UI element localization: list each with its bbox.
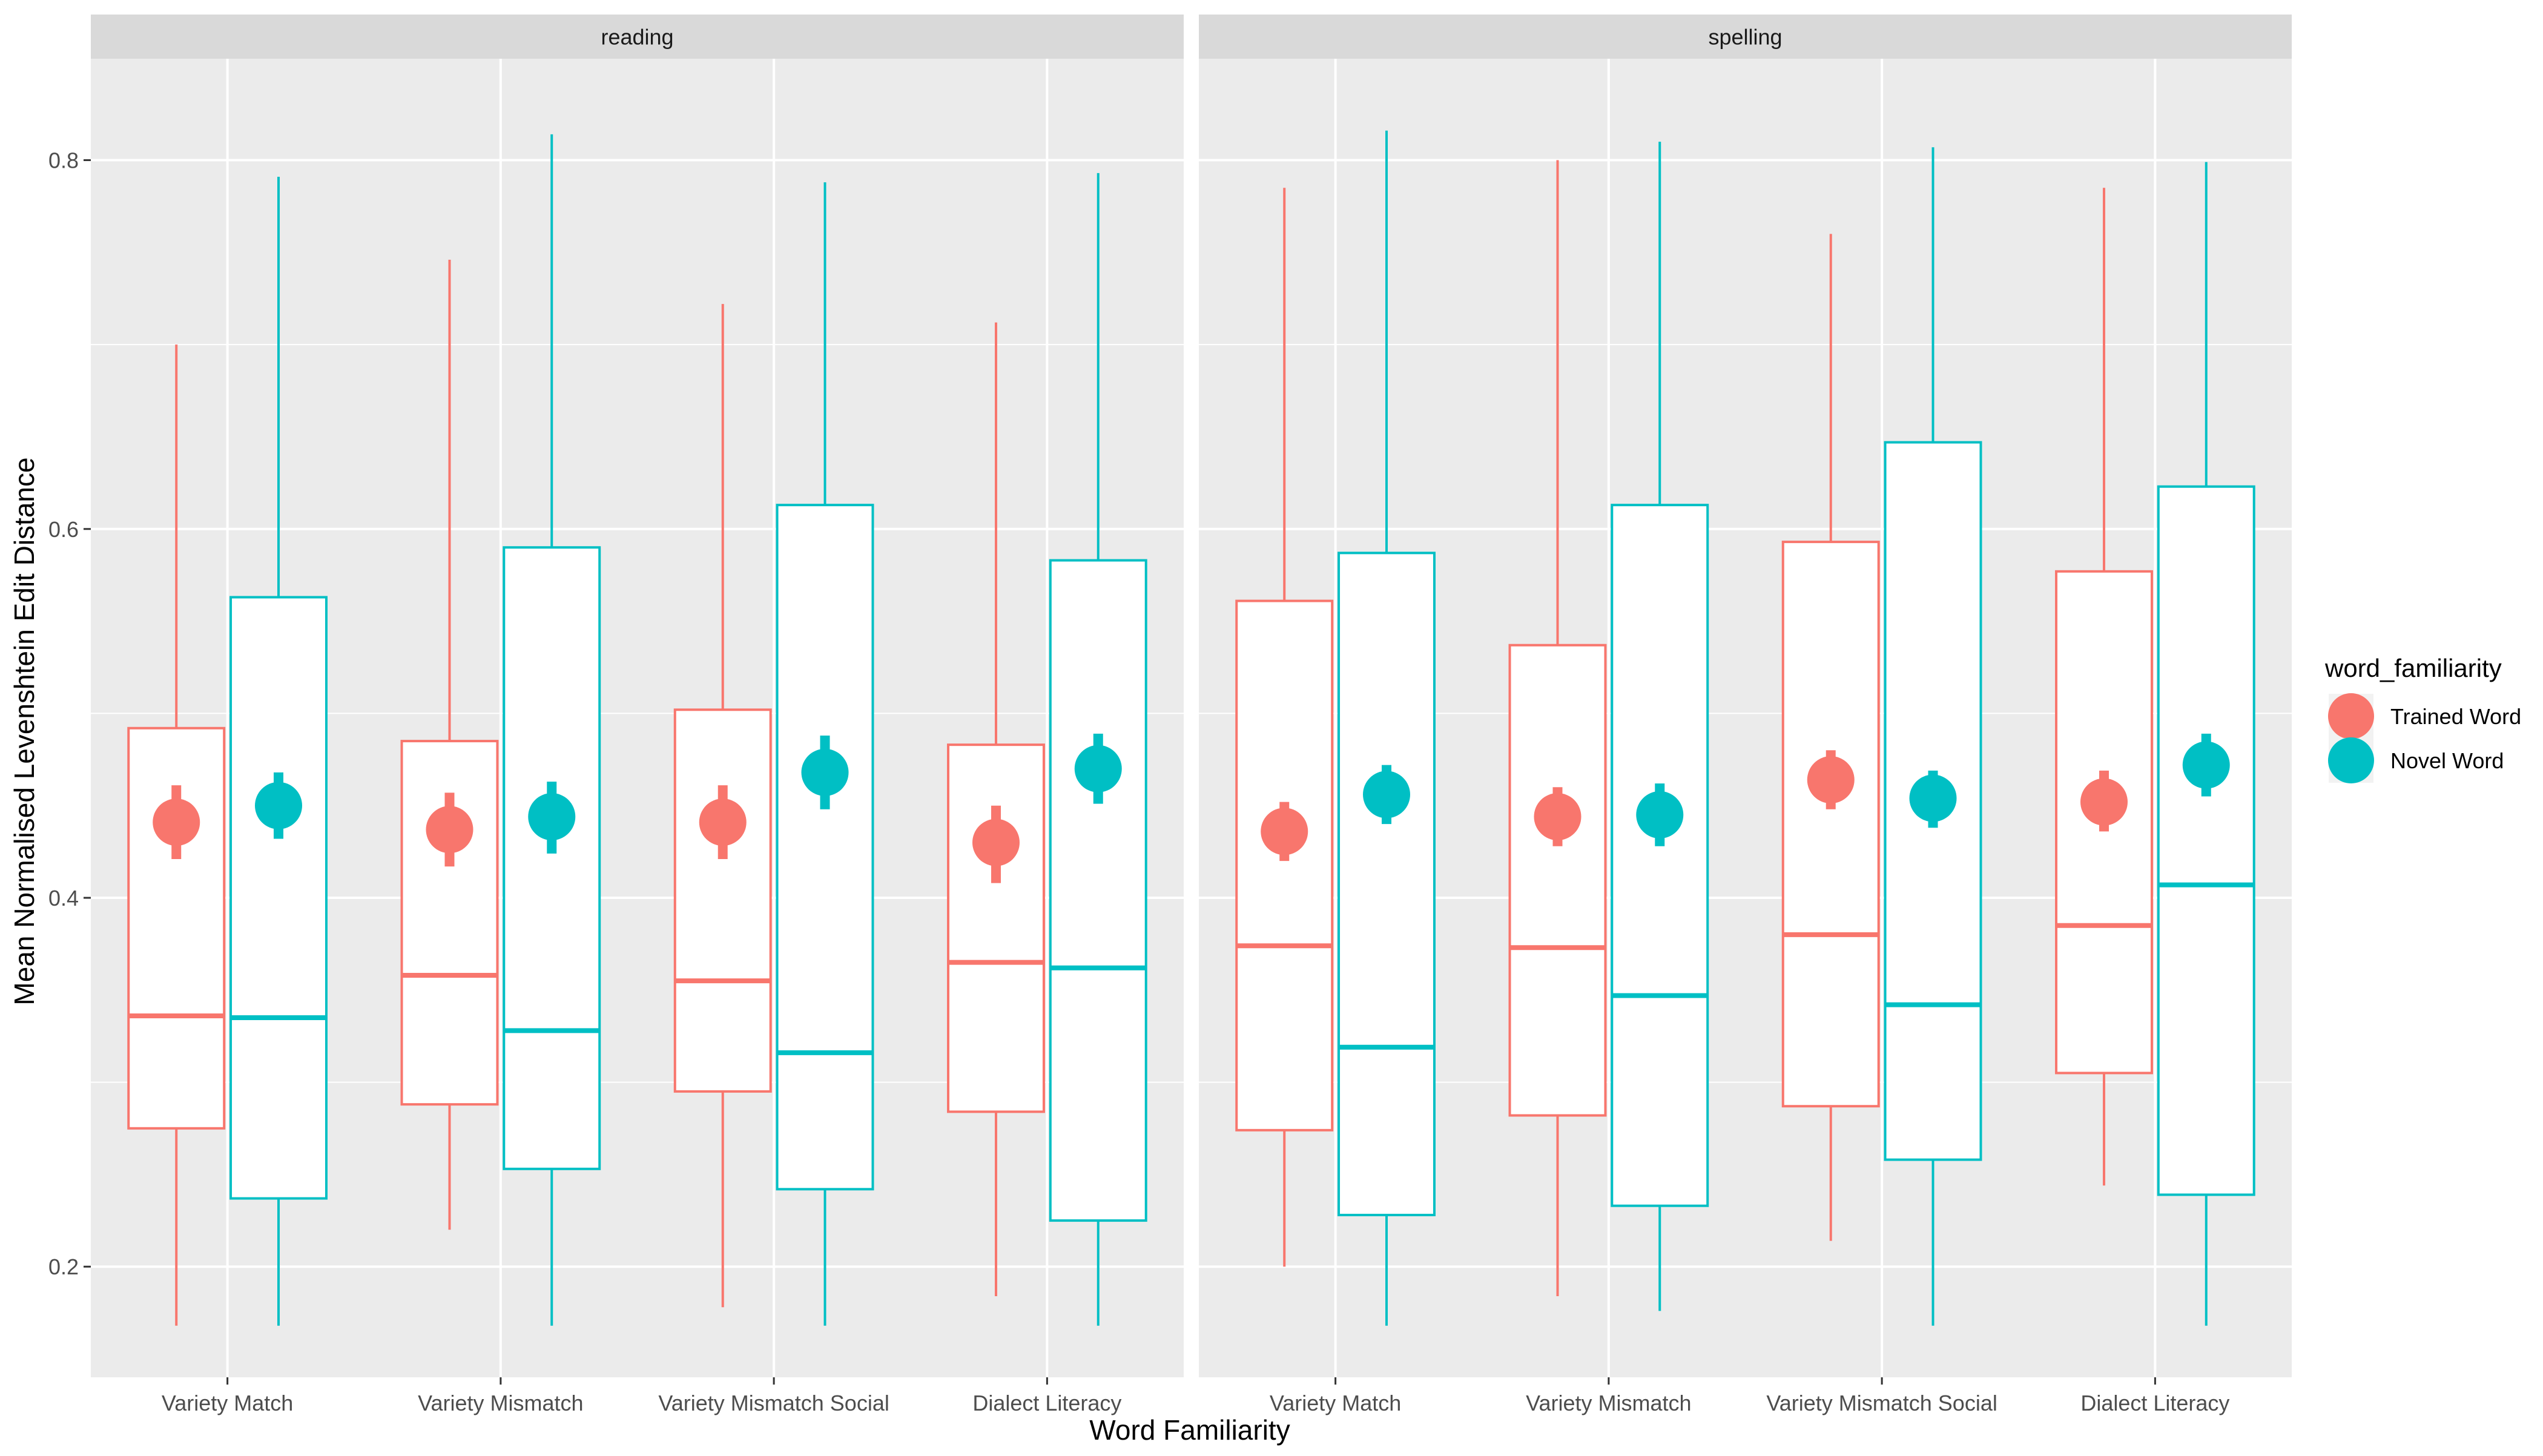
- legend-key-point: [2328, 737, 2374, 783]
- mean-point: [255, 782, 303, 829]
- mean-point-group: [255, 772, 303, 839]
- mean-point-group: [1909, 770, 1957, 828]
- mean-point: [699, 799, 747, 846]
- mean-point: [1807, 756, 1855, 804]
- box-novel-word: [503, 134, 601, 1326]
- mean-point: [1074, 745, 1122, 792]
- box-body: [229, 596, 328, 1200]
- facet-strip: [1199, 15, 2292, 59]
- box-body: [503, 546, 601, 1170]
- mean-point: [153, 799, 200, 846]
- box-body: [1337, 552, 1436, 1216]
- mean-point: [1363, 771, 1411, 819]
- mean-point-group: [699, 785, 747, 860]
- mean-point: [1261, 808, 1308, 855]
- mean-point-group: [1261, 802, 1308, 861]
- box-body: [776, 504, 874, 1191]
- legend-entry-label: Trained Word: [2390, 704, 2521, 729]
- y-tick-label: 0.2: [48, 1254, 79, 1279]
- x-tick-label: Dialect Literacy: [2080, 1391, 2229, 1415]
- mean-point: [1534, 792, 1582, 840]
- mean-point-group: [801, 735, 849, 809]
- y-axis-title: Mean Normalised Levenshtein Edit Distanc…: [8, 457, 40, 1005]
- box-body: [1049, 559, 1147, 1222]
- box-body: [1235, 599, 1334, 1132]
- legend-title: word_familiarity: [2324, 654, 2502, 682]
- box-body: [1611, 504, 1709, 1207]
- box-trained-word: [1508, 160, 1607, 1296]
- mean-point-group: [528, 782, 576, 854]
- box-novel-word: [776, 182, 874, 1326]
- mean-point-group: [2080, 770, 2128, 832]
- box-novel-word: [1049, 173, 1147, 1326]
- box-body: [2157, 485, 2255, 1196]
- y-tick-label: 0.8: [48, 148, 79, 173]
- box-body: [1508, 644, 1607, 1117]
- legend-entry-label: Novel Word: [2390, 748, 2504, 773]
- mean-point-group: [1534, 787, 1582, 846]
- facet-panel-reading: reading Variety Match Variety Mismatch Vari…: [91, 15, 1184, 1415]
- mean-point-group: [426, 792, 473, 867]
- facet-strip-label: spelling: [1708, 25, 1782, 50]
- mean-point: [1909, 774, 1957, 822]
- facet-panel-spelling: spelling Variety Match Variety Mismatch Var…: [1199, 15, 2292, 1415]
- panels-layer: reading Variety Match Variety Mismatch Vari…: [48, 15, 2292, 1415]
- x-tick-label: Variety Mismatch Social: [658, 1391, 889, 1415]
- mean-point-group: [972, 805, 1020, 883]
- mean-point-group: [1807, 750, 1855, 809]
- x-tick-label: Variety Mismatch: [418, 1391, 583, 1415]
- y-tick-label: 0.6: [48, 517, 79, 542]
- box-trained-word: [1235, 188, 1334, 1267]
- mean-point-group: [1074, 733, 1122, 804]
- legend: word_familiarity Trained Word Novel Word: [2324, 654, 2521, 783]
- mean-point-group: [1363, 765, 1411, 825]
- x-axis-title: Word Familiarity: [1089, 1414, 1290, 1446]
- box-novel-word: [2157, 162, 2255, 1326]
- mean-point: [2080, 778, 2128, 826]
- facet-strip: [91, 15, 1184, 59]
- box-novel-word: [229, 176, 328, 1326]
- mean-point: [528, 792, 576, 840]
- mean-point-group: [2182, 733, 2230, 797]
- box-trained-word: [1781, 234, 1880, 1241]
- legend-entry-trained-word: Trained Word: [2328, 693, 2521, 739]
- mean-point-group: [153, 785, 200, 860]
- legend-entries: Trained Word Novel Word: [2328, 693, 2521, 783]
- y-tick-label: 0.4: [48, 886, 79, 911]
- mean-point: [972, 819, 1020, 866]
- x-tick-label: Variety Match: [162, 1391, 293, 1415]
- box-body: [947, 743, 1045, 1113]
- x-tick-label: Dialect Literacy: [972, 1391, 1121, 1415]
- box-novel-word: [1337, 130, 1436, 1326]
- box-trained-word: [673, 304, 772, 1308]
- box-body: [673, 708, 772, 1093]
- x-tick-label: Variety Match: [1270, 1391, 1401, 1415]
- x-tick-label: Variety Mismatch Social: [1766, 1391, 1997, 1415]
- mean-point: [426, 806, 473, 854]
- box-body: [1781, 541, 1880, 1108]
- y-axis: 0.2 0.4 0.6 0.8: [48, 148, 91, 1279]
- mean-point-group: [1636, 783, 1684, 846]
- box-novel-word: [1611, 142, 1709, 1311]
- legend-key-point: [2328, 693, 2374, 739]
- mean-point: [1636, 791, 1684, 838]
- x-tick-label: Variety Mismatch: [1526, 1391, 1691, 1415]
- mean-point: [2182, 741, 2230, 789]
- facet-strip-label: reading: [601, 25, 673, 50]
- legend-entry-novel-word: Novel Word: [2328, 737, 2504, 783]
- mean-point: [801, 748, 849, 796]
